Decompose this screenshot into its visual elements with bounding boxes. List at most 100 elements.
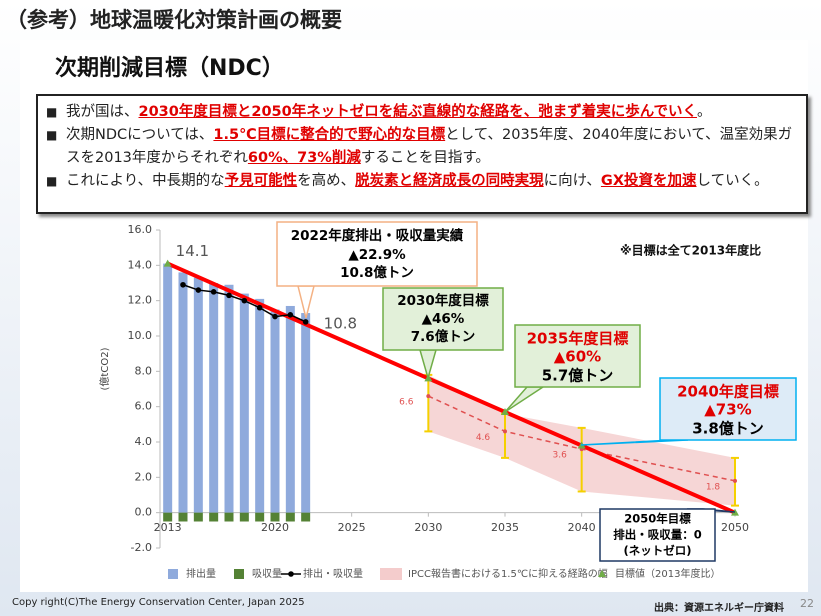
callout-box bbox=[659, 377, 797, 441]
x-tick-label: 2025 bbox=[338, 521, 366, 534]
data-label: 3.6 bbox=[553, 451, 568, 461]
emphasis: 60%、73%削減 bbox=[247, 150, 361, 166]
target-marker bbox=[163, 259, 172, 267]
net-point bbox=[180, 281, 186, 288]
net-point bbox=[195, 287, 202, 293]
net-point bbox=[210, 289, 217, 295]
bar bbox=[178, 272, 188, 513]
net-point bbox=[256, 304, 263, 311]
callout-text: 排出・吸収量：0 bbox=[613, 528, 702, 542]
bullet: これにより、中長期的な予見可能性を高め、脱炭素と経済成長の同時実現に向け、GX投… bbox=[46, 170, 798, 193]
bullet-box: 我が国は、2030年度目標と2050年ネットゼロを結ぶ直線的な経路を、弛まず着実… bbox=[36, 94, 808, 214]
bar bbox=[285, 305, 295, 513]
x-tick-label: 2013 bbox=[154, 521, 182, 534]
x-tick-label: 2050 bbox=[721, 521, 749, 534]
y-tick-label: 8.0 bbox=[135, 364, 153, 377]
callout-pointer bbox=[297, 285, 315, 319]
bar bbox=[239, 293, 249, 513]
legend-label: IPCC報告書における1.5℃に抑える経路の幅 bbox=[408, 567, 608, 580]
bullet-text: これにより、中長期的な bbox=[66, 173, 225, 189]
callout-text: 2040年度目標 bbox=[677, 383, 779, 401]
callout-text: 10.8億トン bbox=[340, 264, 414, 281]
callout-text: 2050年目標 bbox=[624, 512, 691, 526]
callout-text: ▲73% bbox=[704, 401, 751, 419]
y-tick-label: 6.0 bbox=[135, 400, 153, 413]
note: ※目標は全て2013年度比 bbox=[620, 243, 761, 258]
bar bbox=[163, 512, 173, 522]
bullet-text: 我が国は、 bbox=[66, 104, 139, 120]
y-axis-label: (億tCO2) bbox=[98, 347, 111, 390]
y-tick-label: 10.0 bbox=[128, 329, 153, 342]
emphasis: 2030年度目標と2050年ネットゼロを結ぶ直線的な経路を、弛まず着実に歩んでい… bbox=[138, 104, 698, 120]
bar bbox=[193, 512, 203, 522]
bar bbox=[178, 512, 188, 522]
callout-text: ▲46% bbox=[422, 311, 465, 327]
net-point bbox=[226, 292, 232, 299]
callout-text: (ネットゼロ) bbox=[623, 544, 691, 558]
y-tick-label: 16.0 bbox=[128, 223, 153, 236]
callout-box bbox=[382, 287, 504, 351]
emphasis: 脱炭素と経済成長の同時実現 bbox=[355, 173, 544, 189]
emphasis: GX投資を加速 bbox=[600, 173, 697, 189]
bar bbox=[224, 284, 234, 513]
bar bbox=[255, 298, 265, 513]
callout-text: 7.6億トン bbox=[411, 328, 475, 345]
bar bbox=[193, 277, 203, 513]
source: 出典：資源エネルギー庁資料 bbox=[654, 603, 784, 614]
callout-text: ▲60% bbox=[554, 348, 601, 366]
bullet: 我が国は、2030年度目標と2050年ネットゼロを結ぶ直線的な経路を、弛まず着実… bbox=[46, 101, 798, 124]
x-tick-label: 2020 bbox=[261, 521, 289, 534]
callout-text: 2035年度目標 bbox=[527, 330, 629, 348]
y-tick-label: 14.0 bbox=[128, 258, 153, 271]
legend-swatch bbox=[168, 569, 178, 579]
legend-swatch bbox=[234, 569, 244, 579]
bar bbox=[255, 512, 265, 522]
bullet-text: として、2035年度、2040年度において、温室効果ガスを2013年度からそれぞ… bbox=[66, 127, 793, 166]
data-label: 4.6 bbox=[476, 433, 491, 443]
net-point bbox=[241, 297, 248, 304]
bullet-text: 。 bbox=[697, 104, 712, 120]
callout-text: 3.8億トン bbox=[692, 420, 764, 438]
emphasis: 1.5℃目標に整合的で野心的な目標 bbox=[213, 127, 446, 143]
legend-label: 目標値（2013年度比） bbox=[615, 567, 720, 580]
legend-label: 排出量 bbox=[186, 567, 216, 580]
range-point bbox=[426, 394, 431, 399]
bullet-text: していく。 bbox=[696, 173, 769, 189]
slide-title: （参考）地球温暖化対策計画の概要 bbox=[6, 8, 342, 32]
legend-label: 吸収量 bbox=[252, 568, 282, 580]
legend-label: 排出・吸収量 bbox=[303, 567, 363, 580]
slide-subtitle: 次期削減目標（NDC） bbox=[55, 56, 284, 81]
range-point bbox=[733, 478, 737, 483]
target-marker bbox=[731, 508, 739, 516]
x-tick-label: 2040 bbox=[568, 521, 596, 534]
bullet-text: を高め、 bbox=[297, 173, 356, 189]
bar bbox=[270, 309, 280, 513]
data-label: 1.8 bbox=[706, 482, 721, 492]
bullet-text: することを目指す。 bbox=[360, 150, 490, 166]
y-tick-label: 12.0 bbox=[128, 294, 153, 307]
bar bbox=[285, 512, 295, 522]
bar bbox=[163, 263, 173, 513]
legend-swatch bbox=[380, 568, 402, 580]
callout-text: ▲22.9% bbox=[348, 247, 406, 263]
data-label: 6.6 bbox=[399, 398, 414, 408]
bullet-text: に向け、 bbox=[543, 173, 601, 189]
range-point bbox=[503, 429, 507, 434]
callout-box bbox=[599, 508, 716, 562]
bar bbox=[301, 313, 311, 513]
data-label: 14.1 bbox=[176, 242, 209, 260]
legend-swatch bbox=[288, 571, 294, 577]
legend-swatch bbox=[598, 570, 606, 577]
callout-box bbox=[514, 324, 641, 388]
page-number: 22 bbox=[800, 597, 814, 610]
bullet: 次期NDCについては、1.5℃目標に整合的で野心的な目標として、2035年度、2… bbox=[46, 124, 798, 170]
data-label: 10.8 bbox=[324, 314, 357, 332]
callout-pointer bbox=[504, 386, 546, 413]
net-point bbox=[272, 313, 278, 320]
bar bbox=[239, 512, 249, 522]
net-point bbox=[287, 312, 294, 318]
y-tick-label: 2.0 bbox=[135, 470, 153, 483]
emphasis: 予見可能性 bbox=[224, 173, 298, 189]
bar bbox=[270, 512, 280, 522]
